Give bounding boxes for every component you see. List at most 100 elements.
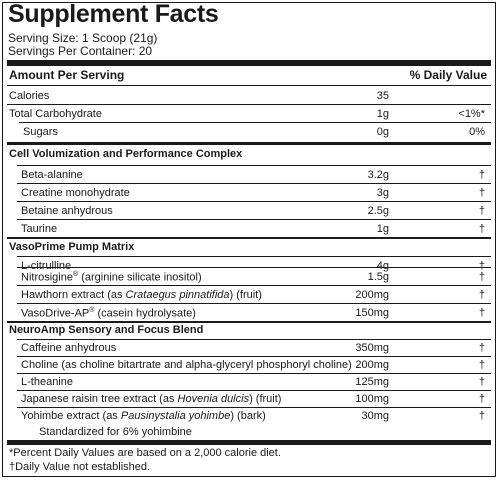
nutrient-dv: <1%* xyxy=(458,108,485,120)
ingredient-dv: † xyxy=(478,223,485,235)
ingredient-dv: † xyxy=(478,410,485,422)
daily-value-header: % Daily Value xyxy=(409,68,487,82)
ingredient-name: L-theanine xyxy=(21,376,73,388)
ingredient-amount: 125mg xyxy=(355,376,389,388)
ingredient-row: Nitrosigine® (arginine silicate inositol… xyxy=(7,269,491,285)
serving-size: Serving Size: 1 Scoop (21g) xyxy=(8,31,158,45)
ingredient-amount: 3.2g xyxy=(367,169,389,181)
ingredient-name-part: Yohimbe extract (as xyxy=(21,410,121,422)
nutrient-amount: 1g xyxy=(376,108,389,120)
ingredient-name: Hawthorn extract (as Crataegus pinnatifi… xyxy=(21,289,262,301)
divider xyxy=(17,356,491,357)
ingredient-dv: † xyxy=(478,307,485,319)
registered-mark: ® xyxy=(89,307,95,314)
ingredient-name: Betaine anhydrous xyxy=(21,205,113,217)
ingredient-name-part: (casein hydrolysate) xyxy=(94,307,196,320)
divider xyxy=(7,104,491,105)
divider xyxy=(17,201,491,202)
ingredient-name: Yohimbe extract (as Pausinystalia yohimb… xyxy=(21,410,266,422)
divider xyxy=(17,256,491,257)
ingredient-dv: † xyxy=(478,342,485,354)
ingredient-name-part: Japanese raisin tree extract (as xyxy=(21,393,178,405)
divider xyxy=(17,165,491,166)
ingredient-amount: 200mg xyxy=(355,359,389,371)
supplement-facts-panel: Supplement Facts Serving Size: 1 Scoop (… xyxy=(2,0,496,477)
ingredient-name: Nitrosigine® (arginine silicate inositol… xyxy=(21,271,202,284)
section-divider xyxy=(7,321,491,323)
ingredient-species: Hovenia dulcis xyxy=(177,393,250,405)
ingredient-dv: † xyxy=(478,376,485,388)
ingredient-amount: 150mg xyxy=(355,307,389,319)
ingredient-species: Crataegus pinnatifida xyxy=(125,289,230,301)
ingredient-row: L-theanine 125mg † xyxy=(7,374,491,390)
ingredient-amount: 1.5g xyxy=(367,271,389,283)
ingredient-dv: † xyxy=(478,359,485,371)
ingredient-row: Choline (as choline bitartrate and alpha… xyxy=(7,357,491,373)
ingredient-amount: 1g xyxy=(376,223,389,235)
ingredient-name: Caffeine anhydrous xyxy=(21,342,117,354)
ingredient-dv: † xyxy=(478,169,485,181)
ingredient-dv: † xyxy=(478,205,485,217)
ingredient-dv: † xyxy=(478,260,485,272)
ingredient-name: L-citrulline xyxy=(21,260,72,272)
nutrient-name: Sugars xyxy=(23,126,58,138)
nutrient-row: Calories 35 xyxy=(7,88,491,104)
ingredient-row: Creatine monohydrate 3g † xyxy=(7,185,491,201)
ingredient-row: Caffeine anhydrous 350mg † xyxy=(7,340,491,356)
ingredient-amount: 2.5g xyxy=(367,205,389,217)
nutrient-dv: 0% xyxy=(469,126,485,138)
ingredient-name-part: (arginine silicate inositol) xyxy=(78,271,202,284)
ingredient-amount: 200mg xyxy=(355,289,389,301)
thick-divider xyxy=(7,440,491,445)
nutrient-name: Total Carbohydrate xyxy=(9,108,102,120)
ingredient-row: Hawthorn extract (as Crataegus pinnatifi… xyxy=(7,287,491,303)
servings-per-container: Servings Per Container: 20 xyxy=(8,44,153,58)
section-title: Cell Volumization and Performance Comple… xyxy=(9,148,243,160)
ingredient-name-part: ) (bark) xyxy=(230,410,266,422)
ingredient-dv: † xyxy=(478,187,485,199)
ingredient-name-part: ) (fruit) xyxy=(229,289,262,301)
ingredient-row: Betaine anhydrous 2.5g † xyxy=(7,203,491,219)
ingredient-dv: † xyxy=(478,271,485,283)
ingredient-dv: † xyxy=(478,393,485,405)
registered-mark: ® xyxy=(72,271,79,278)
divider xyxy=(17,267,491,268)
divider xyxy=(17,339,491,340)
ingredient-name: Beta-alanine xyxy=(21,169,83,181)
panel-title: Supplement Facts xyxy=(8,0,219,28)
ingredient-row: Taurine 1g † xyxy=(7,221,491,237)
ingredient-name-part: Hawthorn extract (as xyxy=(21,289,126,301)
ingredient-row: Japanese raisin tree extract (as Hovenia… xyxy=(7,391,491,407)
standardization-note: Standardized for 6% yohimbine xyxy=(39,426,192,438)
divider xyxy=(17,303,491,304)
nutrient-amount: 35 xyxy=(376,90,389,102)
divider xyxy=(17,183,491,184)
ingredient-row: Beta-alanine 3.2g † xyxy=(7,167,491,183)
ingredient-name: Taurine xyxy=(21,223,58,235)
ingredient-name: Choline (as choline bitartrate and alpha… xyxy=(21,359,352,371)
thick-divider xyxy=(7,60,491,66)
nutrient-amount: 0g xyxy=(376,126,389,138)
section-title: VasoPrime Pump Matrix xyxy=(9,241,135,253)
divider xyxy=(17,285,491,286)
ingredient-name-part: VasoDrive-AP xyxy=(21,307,90,320)
ingredient-dv: † xyxy=(478,289,485,301)
nutrient-row: Sugars 0g 0% xyxy=(7,124,491,140)
divider xyxy=(17,390,491,391)
ingredient-amount: 350mg xyxy=(355,342,389,354)
ingredient-amount: 100mg xyxy=(355,393,389,405)
ingredient-name: Japanese raisin tree extract (as Hovenia… xyxy=(21,393,281,405)
section-divider xyxy=(7,237,491,239)
ingredient-row: VasoDrive-AP® (casein hydrolysate) 150mg… xyxy=(7,305,491,321)
ingredient-row: Yohimbe extract (as Pausinystalia yohimb… xyxy=(7,408,491,424)
footnote-daily-values: *Percent Daily Values are based on a 2,0… xyxy=(9,447,281,459)
amount-per-serving-header: Amount Per Serving xyxy=(9,68,125,82)
ingredient-row: L-citrulline 4g † xyxy=(7,258,491,274)
ingredient-species: Pausinystalia yohimbe xyxy=(120,410,231,422)
divider xyxy=(17,407,491,408)
ingredient-name: VasoDrive-AP® (casein hydrolysate) xyxy=(21,307,196,320)
ingredient-name-part: Nitrosigine xyxy=(21,271,73,284)
nutrient-row: Total Carbohydrate 1g <1%* xyxy=(7,106,491,122)
nutrient-name: Calories xyxy=(9,90,50,102)
ingredient-amount: 30mg xyxy=(361,410,389,422)
